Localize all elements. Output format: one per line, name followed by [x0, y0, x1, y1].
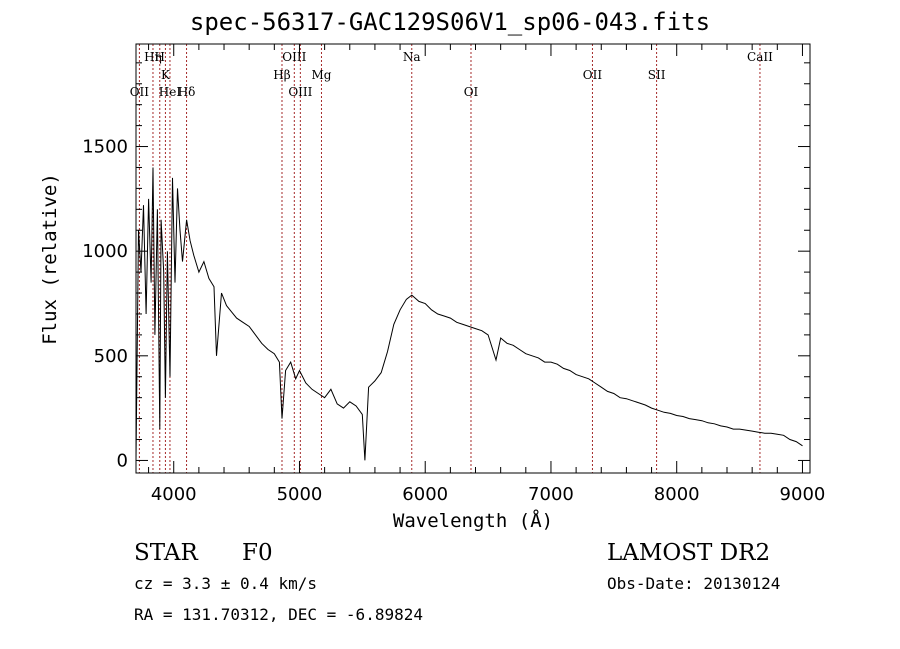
- survey-name: LAMOST DR2: [607, 540, 771, 566]
- chart-title: spec-56317-GAC129S06V1_sp06-043.fits: [189, 8, 711, 36]
- subclass: F0: [242, 540, 273, 566]
- line-label-oi: OI: [464, 85, 479, 99]
- line-label-oii: OII: [130, 85, 150, 99]
- line-label-oii: OII: [583, 68, 603, 82]
- x-tick-label: 5000: [277, 484, 323, 505]
- line-label-hβ: Hβ: [273, 68, 290, 82]
- redshift-cz: cz = 3.3 ± 0.4 km/s: [134, 574, 318, 593]
- x-tick-label: 6000: [402, 484, 448, 505]
- x-tick-label: 7000: [528, 484, 574, 505]
- plot-frame: [135, 43, 811, 474]
- line-label-hη: Hη: [144, 50, 162, 64]
- line-label-hδ: Hδ: [178, 85, 196, 99]
- object-class: STAR: [134, 540, 198, 566]
- x-axis-label: Wavelength (Å): [392, 510, 554, 532]
- spectrum-line: [135, 167, 803, 461]
- x-tick-label: 9000: [780, 484, 826, 505]
- y-tick-label: 1500: [82, 137, 128, 158]
- axes: 4000 5000 6000 7000 8000 9000 0 500 1000 1500: [82, 43, 826, 505]
- y-tick-label: 500: [94, 346, 128, 367]
- spectrum-layer: [135, 167, 803, 461]
- line-label-caii: CaII: [747, 50, 773, 64]
- line-label-na: Na: [403, 50, 421, 64]
- x-tick-label: 4000: [151, 484, 197, 505]
- line-label-sii: SII: [648, 68, 666, 82]
- line-label-oiii: OIII: [282, 50, 306, 64]
- y-axis-label: Flux (relative): [39, 173, 61, 345]
- coordinates: RA = 131.70312, DEC = -6.89824: [134, 605, 423, 624]
- x-tick-label: 8000: [654, 484, 700, 505]
- line-label-h: H: [155, 50, 165, 64]
- line-label-hei: HeI: [159, 85, 182, 99]
- y-tick-label: 0: [117, 450, 128, 471]
- y-tick-label: 1000: [82, 241, 128, 262]
- line-label-mg: Mg: [311, 68, 331, 82]
- line-label-oiii: OIII: [288, 85, 312, 99]
- obs-date: Obs-Date: 20130124: [607, 574, 781, 593]
- line-label-k: K: [161, 68, 171, 82]
